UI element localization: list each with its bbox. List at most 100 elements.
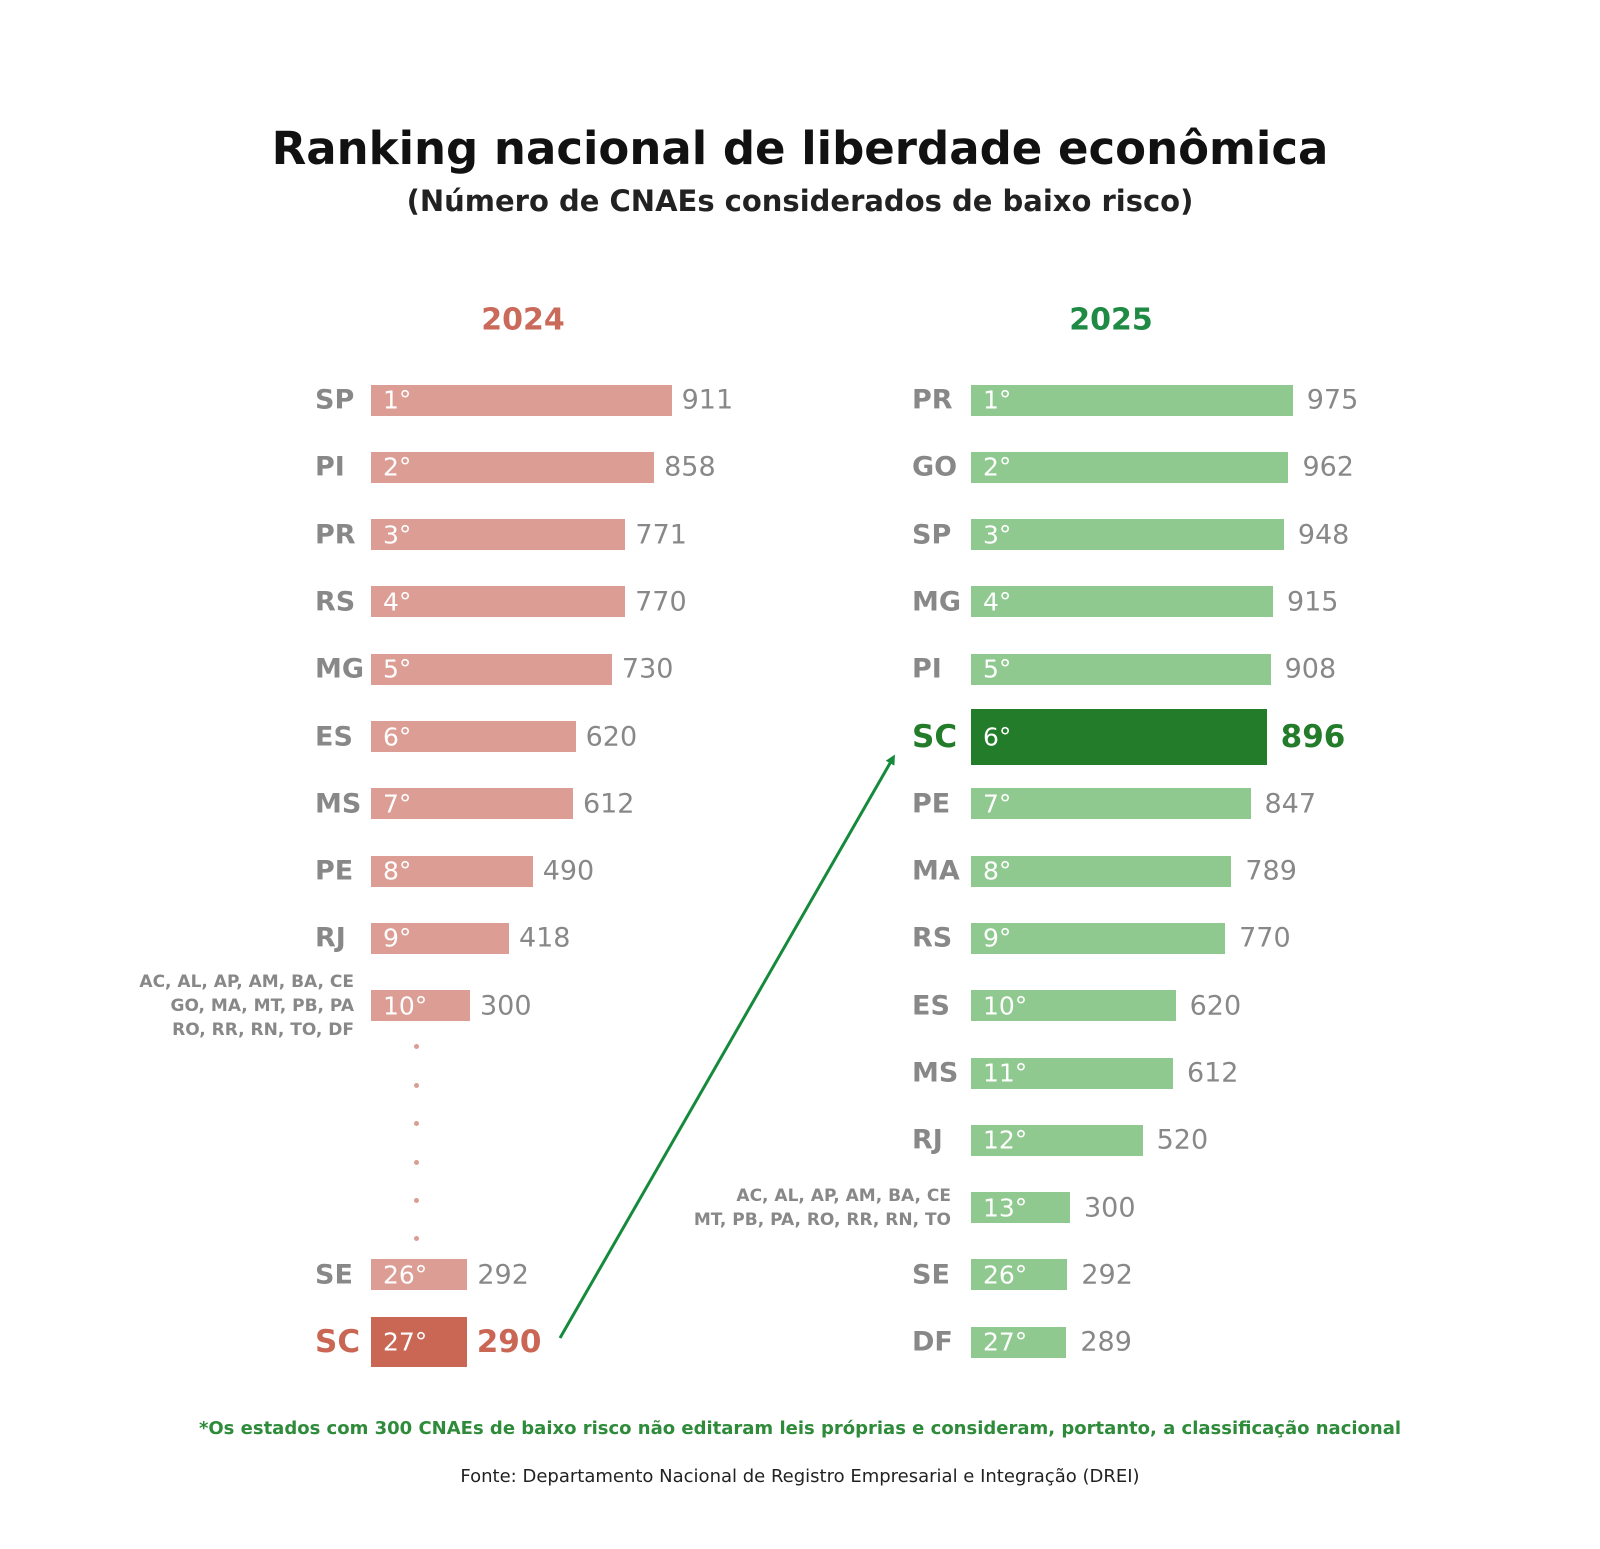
rank-label: 26°: [383, 1260, 428, 1290]
rank-label: 9°: [383, 923, 412, 953]
category-label: GO: [912, 451, 958, 483]
bar: [371, 384, 672, 416]
rank-label: 8°: [383, 856, 412, 886]
category-label: PI: [315, 451, 345, 483]
arrow: [558, 754, 895, 1339]
category-label: DF: [912, 1326, 953, 1358]
value-label: 300: [1084, 1192, 1136, 1224]
rank-label: 10°: [383, 991, 428, 1021]
value-label: 789: [1245, 855, 1297, 887]
bar: [371, 586, 626, 618]
category-label: AC, AL, AP, AM, BA, CE GO, MA, MT, PB, P…: [139, 971, 354, 1040]
value-label: 289: [1080, 1326, 1132, 1358]
rank-label: 6°: [983, 722, 1012, 751]
category-label: PR: [315, 519, 356, 551]
rank-label: 2°: [983, 452, 1012, 482]
bar: [371, 721, 576, 752]
value-label: 948: [1297, 519, 1350, 551]
bar: [971, 990, 1176, 1022]
category-label: RJ: [315, 922, 346, 954]
rank-label: 7°: [383, 789, 412, 819]
bar: [371, 1317, 467, 1368]
rank-label: 1°: [983, 385, 1012, 415]
value-label: 911: [681, 384, 734, 416]
category-label: ES: [912, 990, 950, 1022]
category-label: ES: [315, 721, 353, 752]
ellipsis-dot: [414, 1121, 419, 1127]
ellipsis-dot: [414, 1236, 419, 1242]
rank-label: 26°: [983, 1260, 1028, 1290]
rank-label: 2°: [383, 452, 412, 482]
rank-label: 5°: [983, 654, 1012, 684]
ellipsis-dot: [414, 1044, 419, 1050]
rank-label: 12°: [983, 1125, 1028, 1155]
value-label: 896: [1280, 718, 1346, 755]
bar: [971, 855, 1232, 887]
bar: [971, 708, 1267, 765]
value-label: 847: [1264, 788, 1317, 820]
value-label: 730: [621, 653, 674, 685]
rank-label: 10°: [983, 991, 1028, 1021]
bar: [971, 1124, 1143, 1156]
title: Ranking nacional de liberdade econômica: [271, 122, 1329, 175]
value-label: 770: [635, 586, 687, 618]
value-label: 962: [1302, 451, 1354, 483]
bar: [971, 586, 1273, 618]
subtitle: (Número de CNAEs considerados de baixo r…: [406, 184, 1194, 218]
rank-label: 11°: [983, 1058, 1028, 1088]
rank-label: 6°: [383, 722, 412, 751]
source: Fonte: Departamento Nacional de Registro…: [460, 1466, 1140, 1487]
rank-label: 4°: [383, 587, 412, 617]
value-label: 292: [477, 1259, 529, 1291]
rank-label: 8°: [983, 856, 1012, 886]
bar: [971, 1192, 1070, 1224]
category-label: PE: [912, 788, 951, 820]
value-label: 770: [1239, 922, 1291, 954]
bar: [371, 788, 573, 820]
category-label: MA: [912, 855, 960, 887]
ellipsis-dot: [414, 1082, 419, 1088]
bar: [371, 519, 626, 551]
bar: [971, 519, 1284, 551]
rank-label: 9°: [983, 923, 1012, 953]
category-label: RS: [315, 586, 356, 618]
value-label: 300: [480, 990, 532, 1022]
category-label: MS: [912, 1057, 959, 1089]
category-label: SE: [912, 1259, 950, 1291]
value-label: 520: [1156, 1124, 1209, 1156]
category-label: SC: [315, 1324, 361, 1361]
year-title: 2025: [1069, 302, 1153, 338]
category-label: SP: [912, 519, 952, 551]
bar: [371, 990, 470, 1022]
category-label: PR: [912, 384, 953, 416]
ellipsis-dot: [414, 1159, 419, 1165]
rank-label: 5°: [383, 654, 412, 684]
category-label: SP: [315, 384, 355, 416]
ellipsis-dot: [414, 1197, 419, 1203]
rank-label: 7°: [983, 789, 1012, 819]
footnote: *Os estados com 300 CNAEs de baixo risco…: [198, 1418, 1402, 1439]
category-label: RS: [912, 922, 953, 954]
year-title: 2024: [481, 302, 565, 338]
value-label: 620: [585, 721, 638, 752]
bar: [371, 1259, 468, 1291]
category-label: RJ: [912, 1124, 943, 1156]
rank-label: 27°: [983, 1327, 1028, 1357]
value-label: 418: [518, 922, 571, 954]
value-label: 908: [1284, 653, 1337, 685]
value-label: 858: [664, 451, 716, 483]
bar: [371, 855, 533, 887]
value-label: 290: [476, 1324, 542, 1361]
bar: [971, 653, 1271, 685]
rank-label: 4°: [983, 587, 1012, 617]
value-label: 620: [1189, 990, 1242, 1022]
category-label: MG: [315, 653, 365, 685]
bar: [971, 1326, 1067, 1358]
bar: [371, 451, 655, 483]
category-label: SE: [315, 1259, 353, 1291]
rank-label: 27°: [383, 1327, 428, 1357]
category-label: AC, AL, AP, AM, BA, CE MT, PB, PA, RO, R…: [693, 1185, 951, 1230]
bar: [971, 1259, 1068, 1291]
